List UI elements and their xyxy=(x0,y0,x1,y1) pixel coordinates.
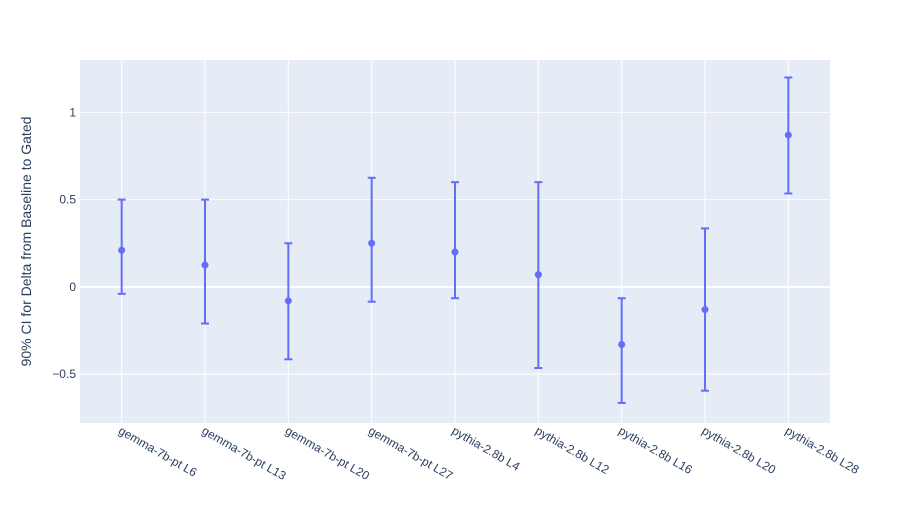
y-tick-label: 0 xyxy=(69,280,76,294)
data-point xyxy=(701,306,709,314)
x-tick-label: pythia-2.8b L12 xyxy=(533,423,612,477)
data-point xyxy=(784,131,792,139)
data-point xyxy=(284,297,292,305)
x-tick-label: gemma-7b-pt L27 xyxy=(366,423,455,483)
data-point xyxy=(368,239,376,247)
y-axis-ticks: −0.5 0 0.5 1 xyxy=(52,105,76,381)
x-tick-label: gemma-7b-pt L20 xyxy=(283,423,372,483)
x-tick-label: gemma-7b-pt L6 xyxy=(116,423,200,479)
error-bar xyxy=(617,297,626,404)
y-axis-title: 90% CI for Delta from Baseline to Gated xyxy=(18,117,34,367)
data-point xyxy=(201,261,209,269)
data-point xyxy=(534,271,542,279)
y-tick-label: −0.5 xyxy=(52,367,76,381)
error-bar xyxy=(451,181,459,300)
y-tick-label: 1 xyxy=(69,105,76,119)
x-tick-label: pythia-2.8b L4 xyxy=(450,423,523,473)
data-point xyxy=(451,248,459,256)
y-tick-label: 0.5 xyxy=(59,193,76,207)
data-point xyxy=(618,340,626,348)
data-points xyxy=(118,131,792,348)
x-tick-label: gemma-7b-pt L13 xyxy=(200,423,289,483)
x-tick-label: pythia-2.8b L20 xyxy=(700,423,779,477)
x-tick-label: pythia-2.8b L28 xyxy=(783,423,862,477)
x-tick-label: pythia-2.8b L16 xyxy=(616,423,695,477)
x-axis-ticks: gemma-7b-pt L6 gemma-7b-pt L13gemma-7b-pt… xyxy=(116,423,862,483)
data-point xyxy=(118,246,126,254)
